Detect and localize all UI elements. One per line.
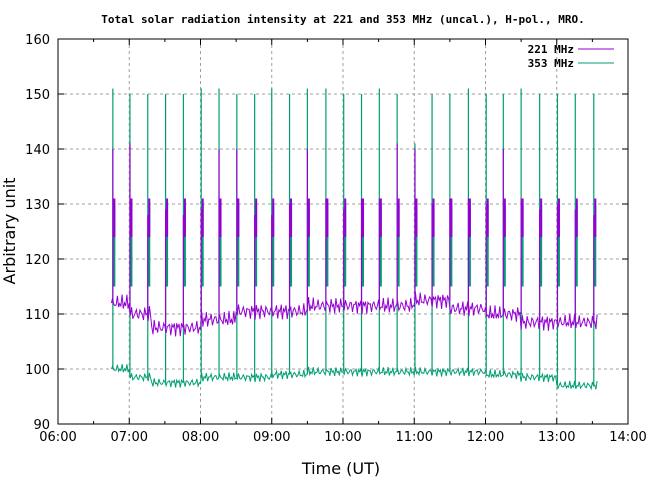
x-tick-label: 13:00 [538,430,575,445]
y-tick-label: 140 [25,143,50,158]
x-tick-label: 10:00 [324,430,361,445]
y-tick-label: 150 [25,88,50,103]
legend-label-221: 221 MHz [528,43,574,56]
y-tick-label: 130 [25,198,50,213]
y-tick-label: 110 [25,308,50,323]
x-tick-label: 12:00 [467,430,504,445]
legend-label-353: 353 MHz [528,57,574,70]
y-tick-label: 100 [25,363,50,378]
y-tick-label: 90 [33,418,50,433]
legend: 221 MHz 353 MHz [528,43,614,70]
series-line-221mhz [110,291,598,337]
series-group [110,88,598,391]
y-tick-label: 160 [25,33,50,48]
x-axis-label: Time (UT) [301,459,380,478]
series-line-353mhz [110,364,598,391]
x-tick-label: 06:00 [39,430,76,445]
x-tick-label: 08:00 [182,430,219,445]
y-tick-label: 120 [25,253,50,268]
x-tick-label: 11:00 [396,430,433,445]
x-tick-label: 14:00 [609,430,646,445]
x-tick-label: 09:00 [253,430,290,445]
grid [58,39,628,424]
ticks: 06:00 07:00 08:00 09:00 10:00 11:00 12:00 13:00… [25,33,647,445]
x-tick-label: 07:00 [111,430,148,445]
y-axis-label: Arbitrary unit [0,178,19,285]
chart-title: Total solar radiation intensity at 221 a… [101,13,584,26]
